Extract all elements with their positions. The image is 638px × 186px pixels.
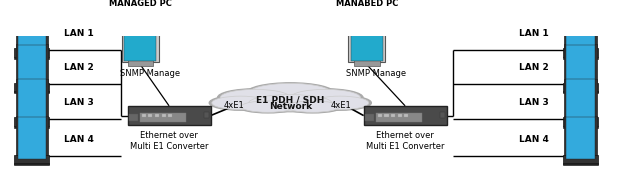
Bar (563, 91, 598, 93)
Bar (378, 114, 382, 117)
Ellipse shape (288, 89, 363, 106)
Ellipse shape (249, 83, 332, 103)
Bar (563, 83, 598, 92)
Bar (155, 114, 159, 117)
Bar (397, 114, 402, 117)
Bar (565, 10, 597, 53)
Text: LAN 4: LAN 4 (64, 135, 94, 144)
Bar (563, 48, 598, 57)
Bar (565, 116, 597, 159)
Text: LAN 2: LAN 2 (519, 63, 549, 72)
Bar (404, 114, 408, 117)
Bar (348, 28, 385, 62)
Bar (15, 126, 50, 128)
Ellipse shape (246, 83, 334, 103)
Bar (391, 114, 395, 117)
Bar (128, 60, 153, 66)
Bar (18, 45, 47, 87)
Bar (366, 114, 374, 121)
Ellipse shape (239, 100, 297, 113)
Bar (567, 79, 595, 121)
Text: SNMP Manage: SNMP Manage (346, 69, 406, 78)
Ellipse shape (209, 96, 272, 110)
Bar (376, 113, 422, 122)
Bar (567, 10, 595, 52)
Ellipse shape (246, 94, 334, 112)
Bar (15, 79, 48, 122)
Bar (204, 112, 209, 118)
Bar (142, 114, 146, 117)
Bar (130, 114, 138, 121)
Bar (140, 113, 186, 122)
Bar (565, 79, 597, 122)
Text: LAN 1: LAN 1 (519, 29, 549, 38)
Ellipse shape (309, 96, 371, 110)
Bar (565, 44, 597, 87)
Bar (15, 117, 50, 126)
Bar (18, 117, 47, 159)
Text: Ethernet over
Multi E1 Converter: Ethernet over Multi E1 Converter (366, 131, 445, 151)
Bar (563, 163, 598, 165)
Text: LAN 4: LAN 4 (519, 135, 549, 144)
Bar (15, 57, 50, 59)
Bar (124, 28, 156, 61)
Bar (15, 155, 50, 163)
Bar (161, 114, 166, 117)
Ellipse shape (249, 95, 332, 111)
Bar (18, 10, 47, 52)
Bar (567, 117, 595, 159)
Bar (15, 91, 50, 93)
Bar (15, 83, 50, 92)
Bar (18, 79, 47, 121)
Text: 4xE1: 4xE1 (223, 101, 244, 110)
Text: Ethernet over
Multi E1 Converter: Ethernet over Multi E1 Converter (130, 131, 209, 151)
Text: 4xE1: 4xE1 (330, 101, 351, 110)
Bar (567, 45, 595, 87)
Text: LAN 3: LAN 3 (64, 98, 94, 107)
Bar (354, 60, 380, 66)
Text: SNMP Manage: SNMP Manage (120, 69, 180, 78)
Bar (440, 112, 445, 118)
Bar (15, 44, 48, 87)
Ellipse shape (212, 96, 269, 110)
Bar (15, 10, 48, 53)
Ellipse shape (311, 96, 369, 110)
Bar (128, 106, 211, 125)
Ellipse shape (290, 89, 360, 106)
Bar (122, 28, 159, 62)
Bar (563, 126, 598, 128)
Text: Network: Network (269, 102, 312, 111)
Text: LAN 3: LAN 3 (519, 98, 549, 107)
Text: MANABED PC: MANABED PC (336, 0, 398, 8)
Text: E1 PDH / SDH: E1 PDH / SDH (256, 95, 325, 104)
Ellipse shape (241, 101, 295, 112)
Bar (364, 106, 447, 125)
Ellipse shape (286, 101, 339, 112)
Bar (563, 155, 598, 163)
Ellipse shape (283, 100, 342, 113)
Bar (15, 48, 50, 57)
Text: MANAGED PC: MANAGED PC (109, 0, 172, 8)
Bar (15, 116, 48, 159)
Bar (351, 28, 383, 61)
Bar (15, 163, 50, 165)
Ellipse shape (220, 89, 290, 106)
Bar (563, 117, 598, 126)
Bar (384, 114, 389, 117)
Bar (168, 114, 172, 117)
Bar (148, 114, 152, 117)
Ellipse shape (218, 89, 293, 106)
Text: LAN 1: LAN 1 (64, 29, 94, 38)
Text: LAN 2: LAN 2 (64, 63, 94, 72)
Bar (563, 57, 598, 59)
